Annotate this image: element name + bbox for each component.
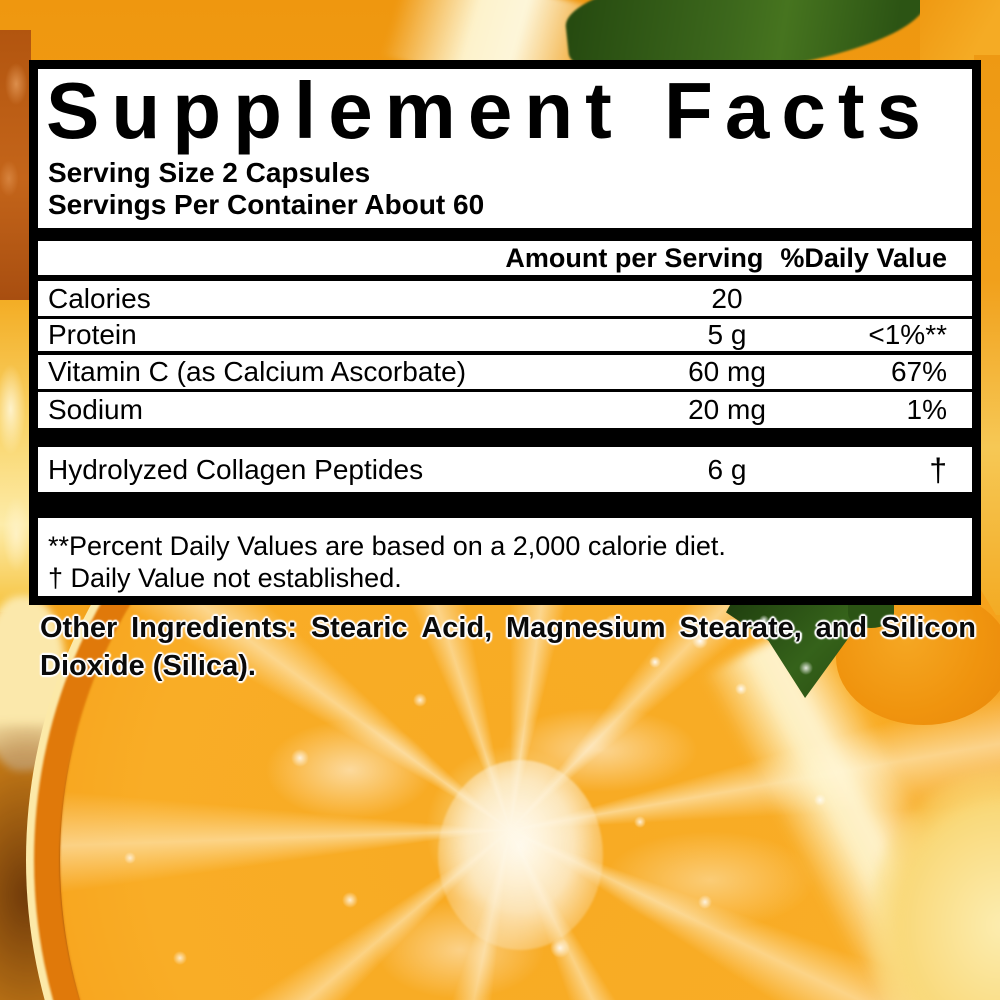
ingredient-word: Stearic [310,612,408,644]
nutrient-amount: 6 g [707,453,747,485]
orange-flesh-left-edge [0,300,31,612]
orange-peel-left-edge [0,30,31,300]
ingredient-word: Ingredients: [131,612,298,644]
divider-header [38,275,972,281]
ingredient-word: Other [40,612,118,644]
nutrient-name: Calories [48,282,151,314]
nutrient-row-collagen: Hydrolyzed Collagen Peptides 6 g † [38,447,972,492]
amount-per-serving-header: Amount per Serving [505,242,764,273]
nutrient-amount: 60 mg [688,356,766,387]
nutrient-name: Protein [48,319,137,350]
juice-droplet-highlights [0,590,1000,1000]
divider-medium [38,351,972,355]
other-ingredients-line-2: Dioxide (Silica). [40,650,256,682]
ingredient-word: Silicon [880,612,976,644]
nutrient-amount: 20 mg [688,394,766,425]
other-ingredients: Other Ingredients: Stearic Acid, Magnesium St… [40,612,976,686]
panel-title: Supplement Facts [46,66,934,155]
column-header-row: Amount per Serving %Daily Value [38,241,972,275]
divider-thin [38,389,972,392]
nutrient-daily-value: <1%** [868,319,947,350]
nutrient-row-vitamin-c: Vitamin C (as Calcium Ascorbate) 60 mg 6… [38,355,972,389]
nutrient-daily-value: 1% [906,394,947,425]
nutrient-daily-value: 67% [890,356,947,387]
nutrient-row-calories: Calories 20 [38,281,972,316]
other-ingredients-line-1: Other Ingredients: Stearic Acid, Magnesium St… [40,612,976,648]
nutrient-row-protein: Protein 5 g <1%** [38,319,972,351]
ingredient-word: Magnesium [506,612,666,644]
divider-thin [38,316,972,319]
ingredient-word: Acid, [421,612,493,644]
footnote-percent-daily-values: **Percent Daily Values are based on a 2,… [48,531,726,561]
divider-thick-bottom [38,492,972,518]
divider-thick-middle [38,428,972,447]
divider-thick-top [38,228,972,241]
nutrient-amount: 20 [711,282,743,314]
nutrient-row-sodium: Sodium 20 mg 1% [38,392,972,428]
nutrient-amount: 5 g [707,319,747,350]
nutrient-name: Vitamin C (as Calcium Ascorbate) [48,356,467,387]
footnote-daily-value-not-established: † Daily Value not established. [48,563,402,593]
serving-size-line: Serving Size 2 Capsules [48,157,371,188]
servings-per-container-line: Servings Per Container About 60 [48,189,485,220]
dagger-symbol: † [929,451,947,488]
footnotes: **Percent Daily Values are based on a 2,… [38,518,972,594]
nutrient-name: Hydrolyzed Collagen Peptides [48,453,424,485]
ingredient-word: and [815,612,868,644]
ingredient-word: Stearate, [679,612,802,644]
nutrient-name: Sodium [48,394,143,425]
daily-value-header: %Daily Value [780,242,947,273]
supplement-facts-panel: Supplement Facts Serving Size 2 Capsules… [29,60,981,605]
